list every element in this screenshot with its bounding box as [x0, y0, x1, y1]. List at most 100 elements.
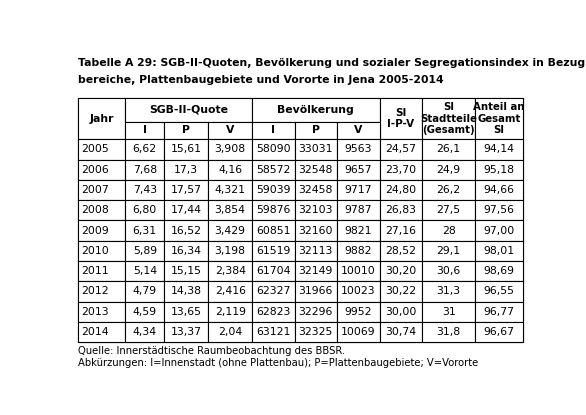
Text: 96,55: 96,55 — [483, 286, 515, 296]
Bar — [380, 139, 422, 159]
Bar — [78, 200, 125, 220]
Bar — [125, 159, 164, 180]
Bar — [422, 159, 475, 180]
Text: 31,8: 31,8 — [437, 327, 461, 337]
Text: 33031: 33031 — [299, 144, 333, 154]
Text: 97,56: 97,56 — [483, 205, 515, 215]
Bar — [208, 281, 252, 302]
Text: 32325: 32325 — [299, 327, 333, 337]
Text: 30,74: 30,74 — [385, 327, 416, 337]
Text: 2,384: 2,384 — [214, 266, 246, 276]
Text: 30,6: 30,6 — [437, 266, 461, 276]
Bar — [164, 200, 208, 220]
Text: 32113: 32113 — [299, 246, 333, 256]
Text: 17,44: 17,44 — [171, 205, 202, 215]
Bar — [208, 241, 252, 261]
Text: 3,429: 3,429 — [214, 226, 246, 236]
Bar — [295, 220, 337, 241]
Bar — [208, 139, 252, 159]
Text: 31966: 31966 — [299, 286, 333, 296]
Text: 9657: 9657 — [345, 165, 372, 175]
Bar — [252, 122, 295, 139]
Text: 58090: 58090 — [256, 144, 291, 154]
Text: 4,79: 4,79 — [133, 286, 157, 296]
Text: 9952: 9952 — [345, 307, 372, 317]
Text: 9882: 9882 — [345, 246, 372, 256]
Bar — [164, 220, 208, 241]
Text: 3,908: 3,908 — [214, 144, 246, 154]
Text: 30,22: 30,22 — [385, 286, 416, 296]
Bar — [78, 180, 125, 200]
Text: 31,3: 31,3 — [437, 286, 461, 296]
Text: 32548: 32548 — [299, 165, 333, 175]
Text: 9821: 9821 — [345, 226, 372, 236]
Bar — [208, 122, 252, 139]
Text: 7,43: 7,43 — [133, 185, 157, 195]
Bar — [475, 261, 523, 281]
Bar — [422, 322, 475, 342]
Bar — [295, 302, 337, 322]
Bar — [380, 322, 422, 342]
Text: I: I — [271, 125, 275, 135]
Text: 14,38: 14,38 — [171, 286, 202, 296]
Text: 28: 28 — [442, 226, 455, 236]
Bar — [208, 220, 252, 241]
Bar — [380, 261, 422, 281]
Text: 6,80: 6,80 — [132, 205, 157, 215]
Bar — [380, 281, 422, 302]
Bar — [125, 98, 252, 122]
Bar — [380, 200, 422, 220]
Bar — [422, 261, 475, 281]
Text: 10069: 10069 — [341, 327, 376, 337]
Text: SGB-II-Quote: SGB-II-Quote — [149, 105, 229, 115]
Text: 2006: 2006 — [81, 165, 109, 175]
Text: 62327: 62327 — [256, 286, 291, 296]
Text: 95,18: 95,18 — [483, 165, 515, 175]
Bar — [252, 180, 295, 200]
Bar — [78, 139, 125, 159]
Bar — [164, 261, 208, 281]
Bar — [252, 159, 295, 180]
Bar — [337, 241, 380, 261]
Bar — [164, 122, 208, 139]
Text: 2008: 2008 — [81, 205, 109, 215]
Bar — [295, 159, 337, 180]
Text: 9787: 9787 — [345, 205, 372, 215]
Text: 94,66: 94,66 — [483, 185, 515, 195]
Text: 2012: 2012 — [81, 286, 109, 296]
Text: 10010: 10010 — [341, 266, 376, 276]
Bar — [337, 302, 380, 322]
Text: SI
I-P-V: SI I-P-V — [387, 108, 414, 129]
Text: 4,59: 4,59 — [133, 307, 157, 317]
Text: 30,20: 30,20 — [385, 266, 416, 276]
Text: 59039: 59039 — [256, 185, 291, 195]
Text: 4,16: 4,16 — [218, 165, 242, 175]
Bar — [422, 220, 475, 241]
Bar — [295, 122, 337, 139]
Text: 26,83: 26,83 — [385, 205, 416, 215]
Bar — [380, 180, 422, 200]
Text: 30,00: 30,00 — [385, 307, 417, 317]
Bar — [208, 159, 252, 180]
Text: 31: 31 — [442, 307, 455, 317]
Text: 24,80: 24,80 — [385, 185, 416, 195]
Bar — [208, 200, 252, 220]
Bar — [475, 241, 523, 261]
Text: 97,00: 97,00 — [483, 226, 515, 236]
Text: 61704: 61704 — [256, 266, 291, 276]
Text: 6,62: 6,62 — [133, 144, 157, 154]
Bar — [252, 139, 295, 159]
Bar — [422, 180, 475, 200]
Bar — [475, 200, 523, 220]
Text: 16,34: 16,34 — [171, 246, 202, 256]
Text: 94,14: 94,14 — [483, 144, 515, 154]
Text: 61519: 61519 — [256, 246, 291, 256]
Text: 23,70: 23,70 — [385, 165, 416, 175]
Bar — [337, 139, 380, 159]
Bar — [422, 98, 475, 139]
Bar — [422, 302, 475, 322]
Text: 4,321: 4,321 — [214, 185, 246, 195]
Bar — [252, 302, 295, 322]
Bar — [78, 261, 125, 281]
Bar — [295, 322, 337, 342]
